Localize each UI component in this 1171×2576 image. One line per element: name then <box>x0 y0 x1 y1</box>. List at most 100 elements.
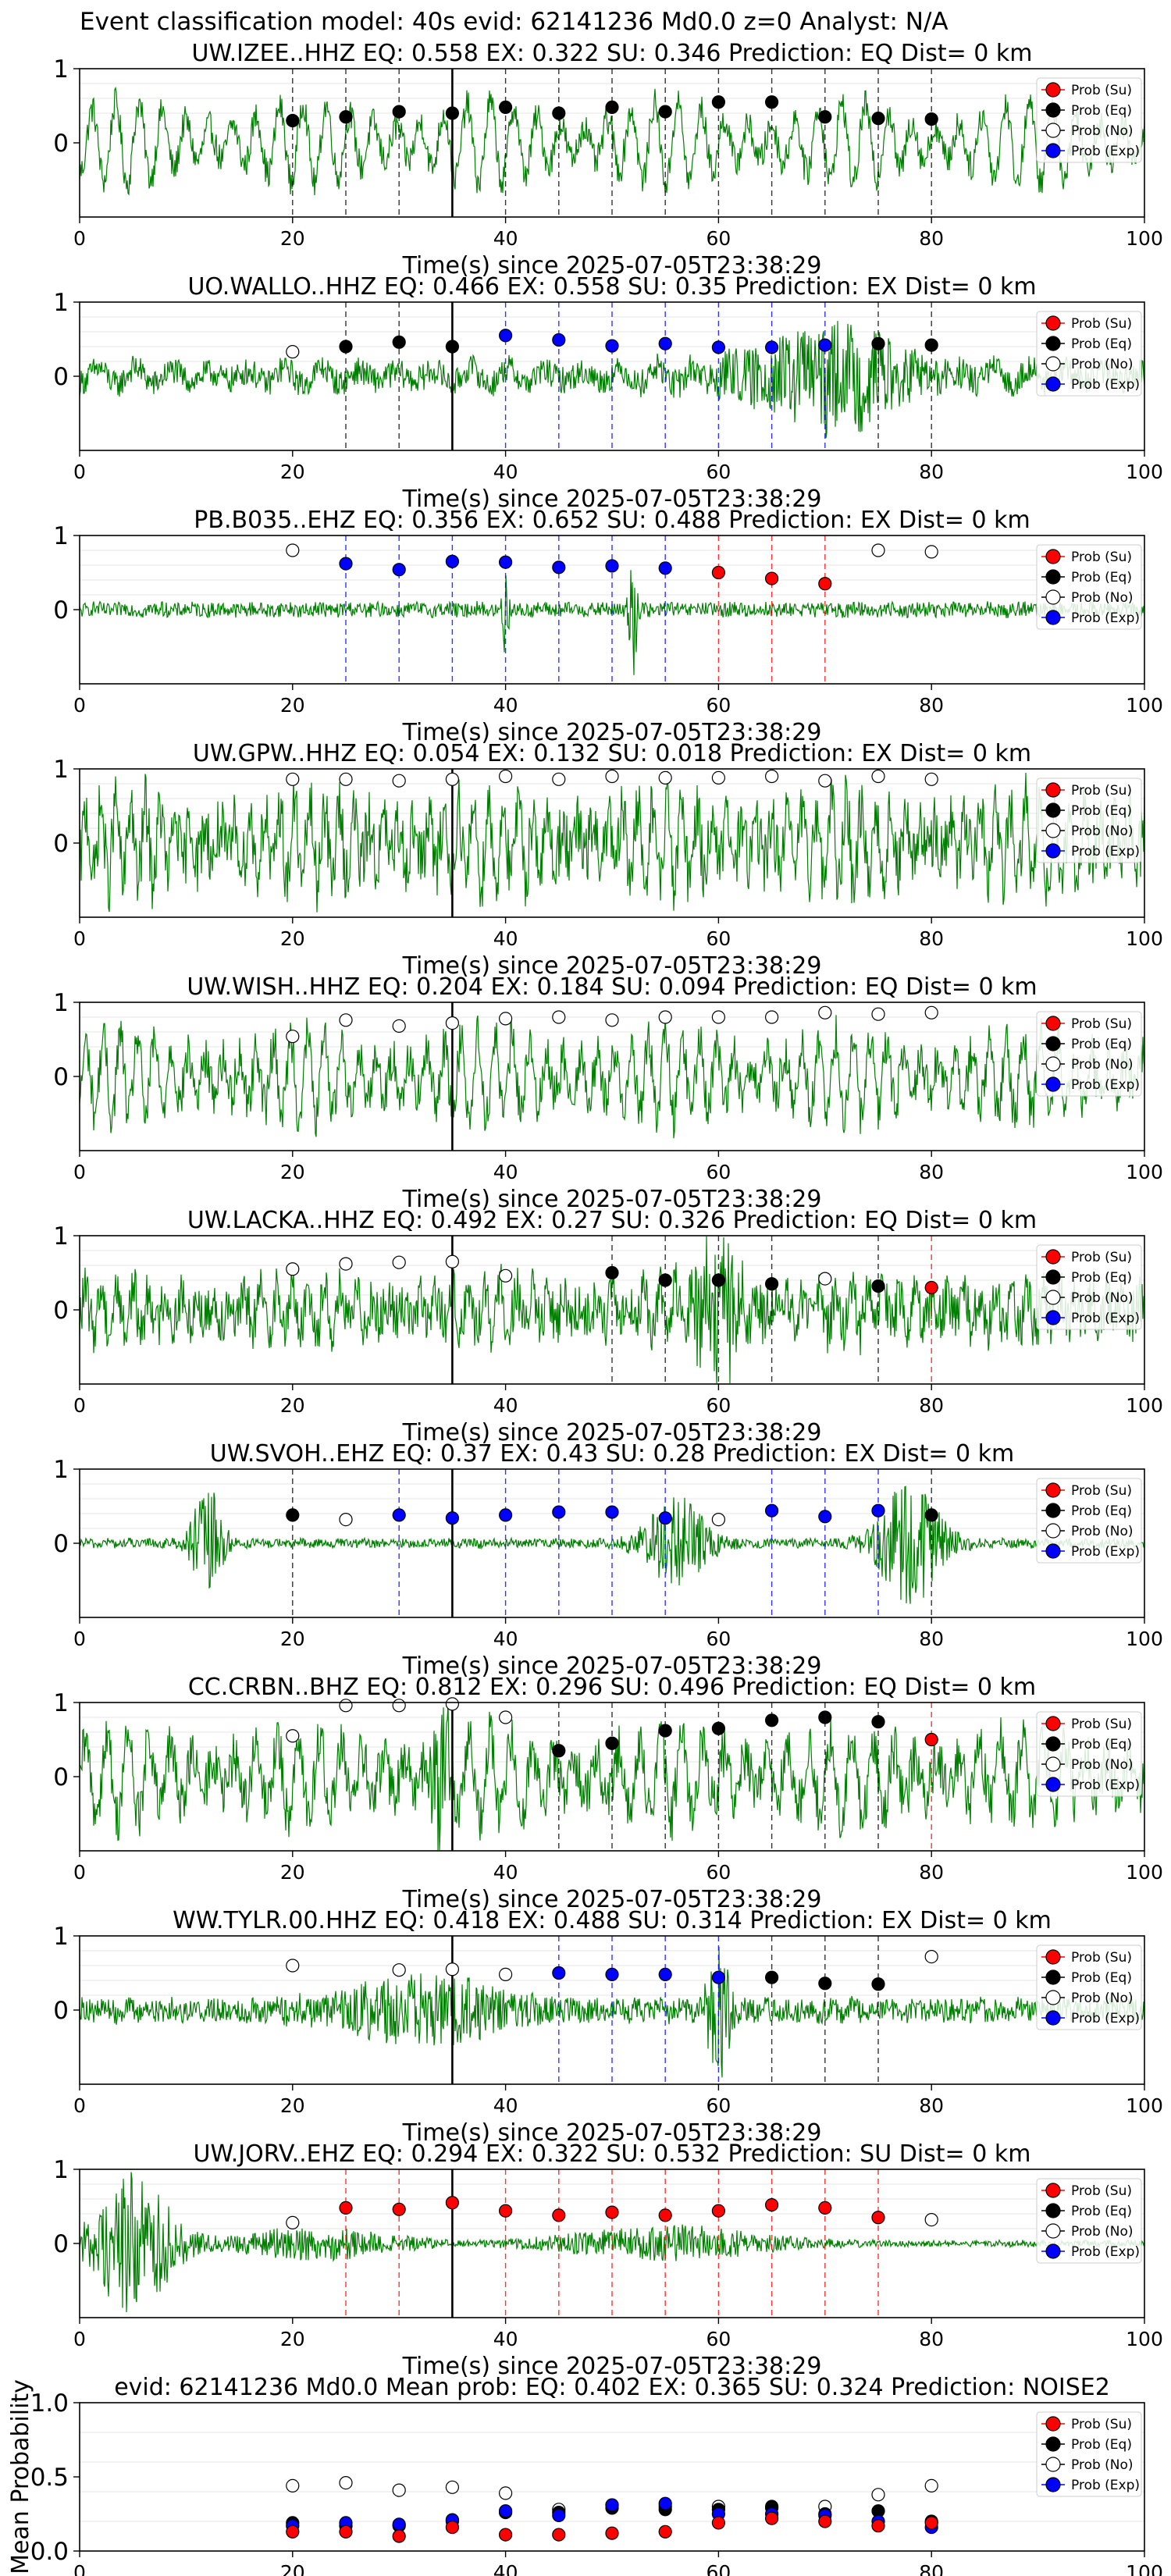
panel-9-prob-point <box>552 1966 566 1980</box>
legend-label-su: Prob (Su) <box>1071 2417 1132 2432</box>
panel-10-prob-point <box>498 2204 513 2218</box>
legend-box <box>1036 1011 1142 1097</box>
legend-marker-no <box>1045 2457 1061 2472</box>
legend-label-eq: Prob (Eq) <box>1071 103 1132 119</box>
mean-panel-legend: Prob (Su) Prob (Eq) Prob (No) Prob (Exp) <box>1036 2411 1142 2497</box>
figure-title: Event classification model: 40s evid: 62… <box>80 8 949 36</box>
mean-panel-ytick-label: 0.0 <box>30 2538 69 2566</box>
legend-label-no: Prob (No) <box>1071 2224 1134 2240</box>
panel-7-prob-point <box>498 1508 513 1522</box>
panel-10-prob-point <box>552 2208 566 2222</box>
panel-3-xlabel: Time(s) since 2025-07-05T23:38:29 <box>402 719 822 746</box>
panel-3-xtick-label: 0 <box>73 694 86 717</box>
legend-label-exp: Prob (Exp) <box>1071 844 1140 859</box>
panel-5-xtick-label: 0 <box>73 1161 86 1183</box>
panel-10-prob-point <box>711 2204 726 2218</box>
legend-label-no: Prob (No) <box>1071 824 1134 839</box>
panel-1-xlabel: Time(s) since 2025-07-05T23:38:29 <box>402 252 822 279</box>
panel-9-xtick-label: 20 <box>280 2094 305 2117</box>
legend-marker-exp <box>1045 1076 1061 1092</box>
panel-7-prob-point <box>392 1508 406 1522</box>
legend-box <box>1036 311 1142 397</box>
panel-10-xtick-label: 60 <box>706 2328 731 2350</box>
panel-2-prob-point <box>924 338 938 352</box>
legend-label-su: Prob (Su) <box>1071 83 1132 98</box>
panel-2-xlabel: Time(s) since 2025-07-05T23:38:29 <box>402 486 822 513</box>
panel-5-title: UW.WISH..HHZ EQ: 0.204 EX: 0.184 SU: 0.0… <box>187 973 1037 1001</box>
panel-5-waveform <box>79 1015 1145 1139</box>
panel-5-prob-point <box>552 1010 566 1024</box>
mean-panel-point-su <box>392 2529 406 2543</box>
mean-panel-point-su <box>286 2524 300 2539</box>
panel-6-prob-point <box>924 1280 938 1295</box>
panel-8-xtick-label: 100 <box>1126 1861 1163 1884</box>
panel-9-prob-point <box>711 1970 726 1984</box>
panel-10-xtick-label: 0 <box>73 2328 86 2350</box>
panel-8-legend: Prob (Su) Prob (Eq) Prob (No) Prob (Exp) <box>1036 1711 1142 1797</box>
mean-panel-xtick-label: 20 <box>280 2561 305 2576</box>
legend-marker-eq <box>1045 336 1061 351</box>
legend-label-no: Prob (No) <box>1071 123 1134 139</box>
panel-6-xtick-label: 0 <box>73 1394 86 1417</box>
panel-10-legend: Prob (Su) Prob (Eq) Prob (No) Prob (Exp) <box>1036 2178 1142 2264</box>
mean-panel-point-su <box>711 2516 726 2530</box>
panel-1-prob-point <box>445 106 460 120</box>
panel-1-prob-point <box>498 100 513 114</box>
legend-label-exp: Prob (Exp) <box>1071 2478 1140 2493</box>
panel-3-xtick-label: 80 <box>919 694 944 717</box>
panel-8-prob-point <box>286 1729 300 1743</box>
panel-7-ytick-label: 0 <box>53 1530 69 1558</box>
panel-8-prob-point <box>871 1715 885 1729</box>
panel-9-xlabel: Time(s) since 2025-07-05T23:38:29 <box>402 2119 822 2147</box>
panel-5-ytick-label: 1 <box>53 989 69 1017</box>
panel-8-xlabel: Time(s) since 2025-07-05T23:38:29 <box>402 1886 822 1913</box>
panel-3-xtick-label: 40 <box>493 694 518 717</box>
panel-4-prob-point <box>818 774 832 788</box>
legend-marker-exp <box>1045 1777 1061 1792</box>
panel-5-prob-point <box>764 1010 779 1024</box>
panel-7-prob-point <box>445 1511 460 1525</box>
legend-marker-eq <box>1045 569 1061 585</box>
legend-marker-su <box>1045 315 1061 331</box>
legend-marker-no <box>1045 1056 1061 1072</box>
legend-label-exp: Prob (Exp) <box>1071 1544 1140 1560</box>
panel-6-ytick-label: 1 <box>53 1222 69 1251</box>
panel-7-prob-point <box>605 1505 619 1519</box>
panel-10-prob-point <box>658 2208 672 2222</box>
panel-1-prob-point <box>392 105 406 119</box>
panel-10-prob-point <box>924 2213 938 2227</box>
panel-7-prob-point <box>658 1511 672 1525</box>
panel-4-prob-point <box>658 770 672 785</box>
legend-label-su: Prob (Su) <box>1071 1950 1132 1966</box>
panel-7-prob-point <box>552 1505 566 1519</box>
legend-marker-su <box>1045 782 1061 798</box>
legend-marker-eq <box>1045 1736 1061 1752</box>
panel-5-prob-point <box>498 1012 513 1026</box>
panel-7-xtick-label: 80 <box>919 1628 944 1650</box>
panel-3-prob-point <box>339 557 353 571</box>
panel-8-ytick-label: 1 <box>53 1689 69 1717</box>
panel-10-prob-point <box>818 2201 832 2215</box>
legend-marker-no <box>1045 1990 1061 2005</box>
panel-8-prob-point <box>552 1744 566 1758</box>
mean-panel-point-su <box>498 2528 513 2542</box>
panel-5-prob-point <box>286 1030 300 1044</box>
panel-6-prob-point <box>445 1254 460 1268</box>
legend-box <box>1036 1478 1142 1564</box>
panel-2-prob-point <box>658 336 672 350</box>
legend-marker-su <box>1045 1016 1061 1031</box>
legend-label-eq: Prob (Eq) <box>1071 1270 1132 1286</box>
panel-2-prob-point <box>871 336 885 350</box>
legend-label-no: Prob (No) <box>1071 1524 1134 1539</box>
panel-3-title: PB.B035..EHZ EQ: 0.356 EX: 0.652 SU: 0.4… <box>194 507 1030 534</box>
legend-box <box>1036 1711 1142 1797</box>
legend-marker-exp <box>1045 2477 1061 2492</box>
panel-8-xtick-label: 0 <box>73 1861 86 1884</box>
panel-6-xtick-label: 20 <box>280 1394 305 1417</box>
panel-10-xtick-label: 80 <box>919 2328 944 2350</box>
panel-6-waveform <box>79 1236 1145 1384</box>
panel-5-prob-point <box>445 1016 460 1030</box>
panel-4-prob-point <box>711 770 726 785</box>
panel-6-xtick-label: 60 <box>706 1394 731 1417</box>
